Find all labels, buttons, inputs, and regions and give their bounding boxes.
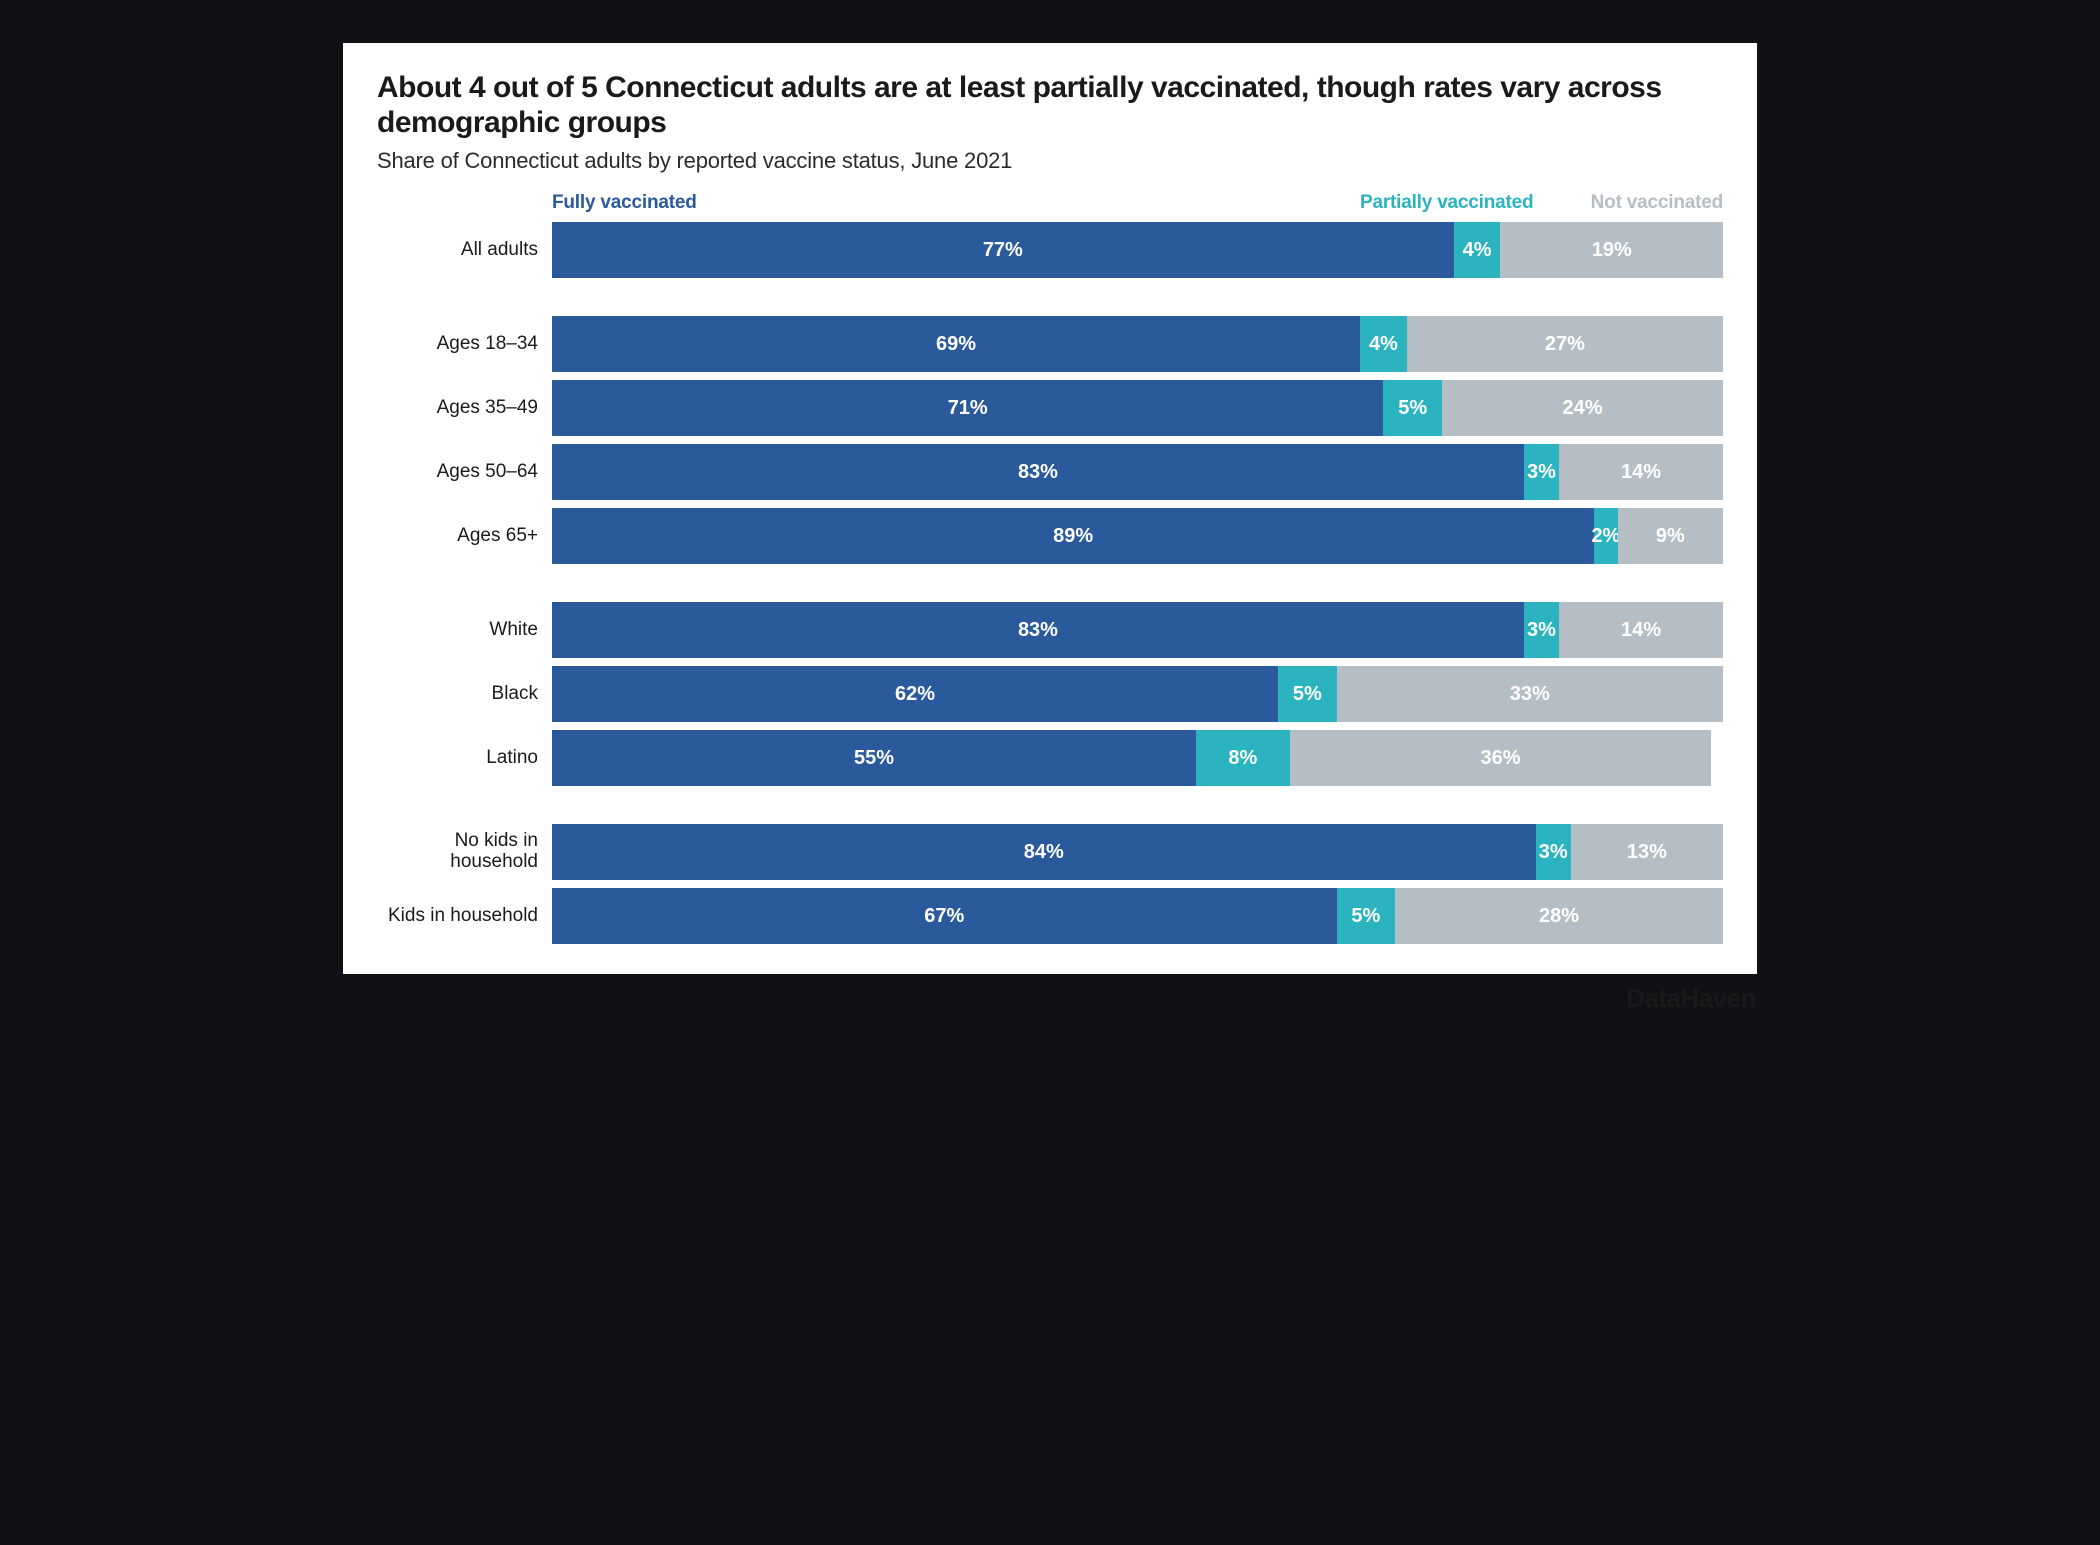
bar-row: Ages 18–3469%4%27% [377, 316, 1723, 372]
bar-segment-none: 13% [1571, 824, 1723, 880]
bar-segment-partial: 5% [1337, 888, 1396, 944]
row-label: Latino [377, 748, 552, 769]
bar-row: Kids in household67%5%28% [377, 888, 1723, 944]
row-label: Ages 65+ [377, 526, 552, 547]
bar-row: Ages 65+89%2%9% [377, 508, 1723, 564]
group-gap [377, 572, 1723, 602]
bar-segment-fully: 83% [552, 444, 1524, 500]
bar-segment-partial: 2% [1594, 508, 1617, 564]
stacked-bar: 69%4%27% [552, 316, 1723, 372]
bar-segment-fully: 89% [552, 508, 1594, 564]
bar-segment-fully: 83% [552, 602, 1524, 658]
bar-segment-fully: 67% [552, 888, 1337, 944]
bar-segment-fully: 62% [552, 666, 1278, 722]
bar-segment-none: 9% [1618, 508, 1723, 564]
stacked-bar: 71%5%24% [552, 380, 1723, 436]
bar-row: White83%3%14% [377, 602, 1723, 658]
legend-item-partial: Partially vaccinated [1360, 192, 1533, 214]
legend-bar: Fully vaccinated Partially vaccinated Not … [552, 192, 1723, 218]
bar-segment-partial: 3% [1536, 824, 1571, 880]
legend-item-fully: Fully vaccinated [552, 192, 697, 214]
stacked-bar: 77%4%19% [552, 222, 1723, 278]
bar-segment-fully: 55% [552, 730, 1196, 786]
chart-container: About 4 out of 5 Connecticut adults are … [340, 40, 1760, 1014]
row-label: Ages 35–49 [377, 398, 552, 419]
bar-segment-partial: 8% [1196, 730, 1290, 786]
bar-row: No kids in household84%3%13% [377, 824, 1723, 880]
chart-title: About 4 out of 5 Connecticut adults are … [377, 71, 1723, 140]
bar-segment-fully: 77% [552, 222, 1454, 278]
bar-row: All adults77%4%19% [377, 222, 1723, 278]
bar-segment-none: 19% [1500, 222, 1722, 278]
group-gap [377, 794, 1723, 824]
stacked-bar: 89%2%9% [552, 508, 1723, 564]
legend-spacer [377, 192, 552, 218]
bar-segment-none: 28% [1395, 888, 1723, 944]
stacked-bar: 83%3%14% [552, 444, 1723, 500]
row-label: Ages 18–34 [377, 334, 552, 355]
row-label: Ages 50–64 [377, 462, 552, 483]
chart-subtitle: Share of Connecticut adults by reported … [377, 148, 1723, 174]
stacked-bar: 83%3%14% [552, 602, 1723, 658]
bar-segment-none: 14% [1559, 602, 1723, 658]
bar-segment-none: 14% [1559, 444, 1723, 500]
legend-item-none: Not vaccinated [1591, 192, 1723, 214]
brand-label: DataHaven [340, 977, 1760, 1014]
stacked-bar: 62%5%33% [552, 666, 1723, 722]
bar-row: Latino55%8%36% [377, 730, 1723, 786]
bar-segment-fully: 71% [552, 380, 1383, 436]
bar-segment-fully: 84% [552, 824, 1536, 880]
bar-segment-none: 24% [1442, 380, 1723, 436]
bar-segment-partial: 4% [1454, 222, 1501, 278]
bar-segment-partial: 3% [1524, 602, 1559, 658]
bar-segment-none: 33% [1337, 666, 1723, 722]
bar-segment-partial: 5% [1383, 380, 1442, 436]
row-label: Black [377, 684, 552, 705]
stacked-bar: 55%8%36% [552, 730, 1723, 786]
row-label: No kids in household [377, 831, 552, 873]
bar-segment-partial: 4% [1360, 316, 1407, 372]
stacked-bar: 84%3%13% [552, 824, 1723, 880]
bar-segment-partial: 3% [1524, 444, 1559, 500]
row-label: All adults [377, 240, 552, 261]
chart-area: Fully vaccinated Partially vaccinated Not … [377, 192, 1723, 952]
bar-segment-fully: 69% [552, 316, 1360, 372]
stacked-bar: 67%5%28% [552, 888, 1723, 944]
group-gap [377, 286, 1723, 316]
bar-segment-none: 36% [1290, 730, 1712, 786]
bar-row: Ages 35–4971%5%24% [377, 380, 1723, 436]
row-label: White [377, 620, 552, 641]
legend-row: Fully vaccinated Partially vaccinated Not … [377, 192, 1723, 218]
bar-segment-partial: 5% [1278, 666, 1337, 722]
bar-segment-none: 27% [1407, 316, 1723, 372]
row-label: Kids in household [377, 906, 552, 927]
chart-panel: About 4 out of 5 Connecticut adults are … [340, 40, 1760, 977]
bar-row: Ages 50–6483%3%14% [377, 444, 1723, 500]
bar-row: Black62%5%33% [377, 666, 1723, 722]
